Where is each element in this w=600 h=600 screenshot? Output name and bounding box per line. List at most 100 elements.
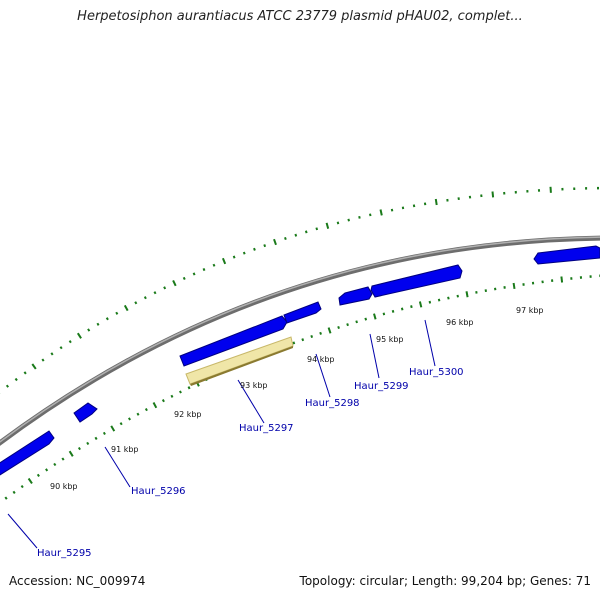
scale-tick xyxy=(153,291,157,295)
scale-tick xyxy=(68,450,74,457)
gene-arrow[interactable] xyxy=(533,245,600,265)
scale-tick xyxy=(391,309,395,313)
scale-tick xyxy=(68,340,72,344)
gene-leader-line xyxy=(7,513,38,549)
gene-arrow[interactable] xyxy=(73,402,98,423)
scale-tick xyxy=(77,446,81,451)
scale-tick xyxy=(41,358,45,362)
gene-arrow[interactable] xyxy=(0,430,55,478)
scale-tick xyxy=(336,221,340,225)
gene-label[interactable]: Haur_5296 xyxy=(131,486,186,497)
scale-tick xyxy=(232,255,236,259)
scale-tick xyxy=(110,425,116,432)
scale-tick xyxy=(221,257,227,265)
scale-tick xyxy=(284,236,287,241)
scale-tick xyxy=(187,386,191,390)
scale-tick xyxy=(465,291,469,298)
scale-tick xyxy=(390,208,394,212)
scale-label: 94 kbp xyxy=(307,355,335,364)
scale-tick xyxy=(182,276,186,281)
scale-tick xyxy=(253,247,256,251)
scale-tick xyxy=(144,408,148,412)
scale-tick xyxy=(128,417,131,421)
scale-tick xyxy=(5,384,9,388)
scale-tick xyxy=(163,286,167,290)
gene-label[interactable]: Haur_5298 xyxy=(305,398,360,409)
selected-feature-shadow xyxy=(190,346,293,386)
scale-tick xyxy=(14,377,18,382)
scale-tick xyxy=(325,222,330,229)
gene-arrow[interactable] xyxy=(370,264,463,298)
scale-tick xyxy=(447,296,450,300)
scale-tick xyxy=(273,238,277,246)
gene-arrow[interactable] xyxy=(338,286,373,306)
scale-tick xyxy=(437,298,441,302)
gene-label[interactable]: Haur_5297 xyxy=(239,423,294,434)
scale-tick xyxy=(4,496,8,500)
scale-tick xyxy=(179,390,182,394)
scale-tick xyxy=(96,322,100,326)
scale-tick xyxy=(456,294,459,298)
inner-scale-ring xyxy=(4,274,600,500)
scale-tick xyxy=(292,341,296,345)
scale-label: 97 kbp xyxy=(516,306,544,315)
scale-tick xyxy=(23,371,27,375)
scale-tick xyxy=(53,462,57,467)
plasmid-backbone xyxy=(0,235,600,446)
scale-tick xyxy=(369,213,372,217)
scale-tick xyxy=(94,436,98,441)
gene-label[interactable]: Haur_5299 xyxy=(354,381,409,392)
scale-tick xyxy=(212,263,216,267)
gene-label[interactable]: Haur_5300 xyxy=(409,367,464,378)
scale-tick xyxy=(20,485,24,489)
scale-tick xyxy=(76,332,82,339)
scale-tick xyxy=(202,268,206,272)
scale-tick xyxy=(170,394,174,398)
scale-tick xyxy=(373,313,377,320)
scale-tick xyxy=(358,215,361,219)
scale-tick xyxy=(161,399,165,403)
scale-tick xyxy=(294,233,298,237)
scale-tick xyxy=(134,301,138,305)
scale-tick xyxy=(491,191,495,198)
scale-tick xyxy=(512,282,516,290)
gene-arrow[interactable] xyxy=(283,301,322,324)
scale-tick xyxy=(347,218,350,222)
scale-tick xyxy=(560,276,564,283)
scale-tick xyxy=(61,457,65,461)
scale-tick xyxy=(115,311,119,315)
scale-label: 95 kbp xyxy=(376,335,404,344)
gene-label[interactable]: Haur_5295 xyxy=(37,548,92,559)
scale-tick xyxy=(412,204,416,208)
scale-tick xyxy=(400,307,404,311)
plasmid-backbone-highlight xyxy=(0,236,600,443)
scale-tick xyxy=(172,279,177,287)
scale-tick xyxy=(310,334,314,339)
gene-leader-line xyxy=(315,353,331,398)
scale-tick xyxy=(87,328,91,332)
scale-tick xyxy=(304,230,308,234)
outer-tick-ring xyxy=(0,186,599,394)
scale-tick xyxy=(136,412,140,416)
gene-arrow[interactable] xyxy=(179,315,288,367)
scale-tick xyxy=(364,317,368,321)
scale-tick xyxy=(428,300,432,304)
scale-tick xyxy=(337,325,340,330)
scale-tick xyxy=(379,209,383,216)
gene-leader-line xyxy=(369,333,380,379)
scale-label: 96 kbp xyxy=(446,318,474,327)
scale-tick xyxy=(102,431,106,435)
scale-label: 92 kbp xyxy=(174,410,202,419)
scale-tick xyxy=(27,477,33,484)
scale-tick xyxy=(12,490,16,494)
gene-leader-line xyxy=(237,379,265,424)
scale-tick xyxy=(152,402,158,409)
scale-tick xyxy=(418,301,423,308)
scale-tick xyxy=(315,227,319,231)
scale-tick xyxy=(263,244,267,248)
scale-tick xyxy=(31,363,37,370)
scale-tick xyxy=(105,317,109,321)
scale-tick xyxy=(410,305,413,309)
scale-tick xyxy=(45,468,49,472)
